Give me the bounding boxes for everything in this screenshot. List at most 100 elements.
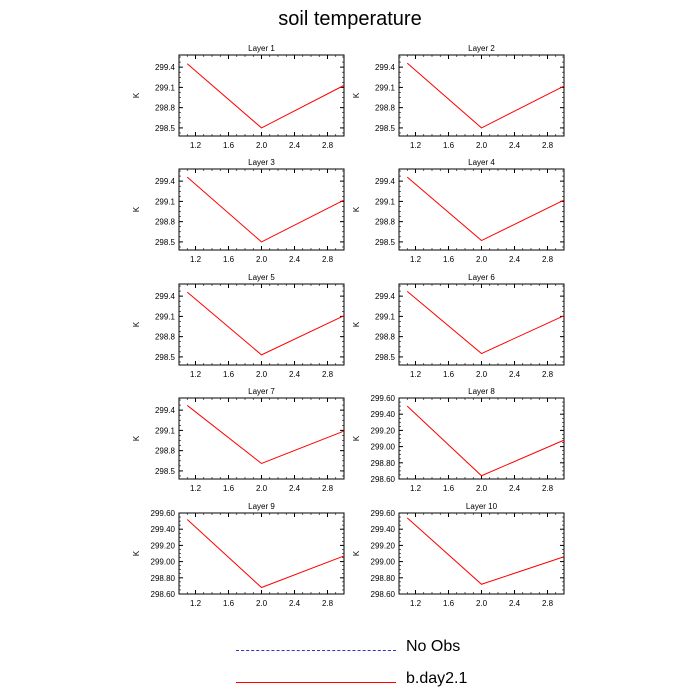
panel-10-ytick-label-5: 299.60	[371, 509, 396, 518]
panel-3-xtick-label-0: 1.2	[190, 255, 202, 264]
panel-3-xtick-label-3: 2.4	[289, 255, 301, 264]
panel-5-ytick-label-1: 298.8	[155, 333, 176, 342]
panel-8-frame	[398, 397, 565, 480]
panel-3-xtick-label-1: 1.6	[223, 255, 235, 264]
panel-5-series-line-0	[186, 291, 345, 356]
panel-1-ytick-label-1: 298.8	[155, 104, 176, 113]
panel-3-title: Layer 3	[248, 158, 275, 167]
panel-2-xtick-label-2: 2.0	[476, 141, 488, 150]
panel-9-title: Layer 9	[248, 502, 275, 511]
panel-7-ytick-label-3: 299.4	[155, 406, 176, 415]
panel-2-title: Layer 2	[468, 44, 495, 53]
panel-7-xtick-label-0: 1.2	[190, 484, 202, 493]
panel-10-ytick-label-2: 299.00	[371, 558, 396, 567]
panel-6-title: Layer 6	[468, 273, 495, 282]
panel-7-ytick-label-0: 298.5	[155, 467, 176, 476]
panel-1-xtick-label-1: 1.6	[223, 141, 235, 150]
panel-9-ytick-label-3: 299.20	[151, 541, 176, 550]
panel-4-title: Layer 4	[468, 158, 495, 167]
panel-3-ytick-label-1: 298.8	[155, 218, 176, 227]
panel-5-ytick-label-2: 299.1	[155, 312, 176, 321]
panel-3-series-line-0	[186, 176, 345, 243]
panel-10-ytick-label-0: 298.60	[371, 590, 396, 599]
panel-10-xtick-label-0: 1.2	[410, 599, 422, 608]
panel-2-ytick-label-0: 298.5	[375, 124, 396, 133]
panel-2-ytick-label-1: 298.8	[375, 104, 396, 113]
panel-3-ytick-label-3: 299.4	[155, 177, 176, 186]
panel-10-ylabel: K	[352, 550, 361, 556]
panel-5-ylabel: K	[132, 321, 141, 327]
panel-8-ytick-label-2: 299.00	[371, 443, 396, 452]
legend-swatch-solid	[236, 682, 396, 683]
panel-1-xtick-label-0: 1.2	[190, 141, 202, 150]
panel-4-frame	[398, 168, 565, 251]
panel-1-ytick-label-0: 298.5	[155, 124, 176, 133]
panel-5-xtick-label-3: 2.4	[289, 370, 301, 379]
panel-7-series-line-0	[186, 405, 345, 465]
panel-3-frame	[178, 168, 345, 251]
legend-item-no-obs: No Obs	[236, 638, 536, 662]
panel-9-ylabel: K	[132, 550, 141, 556]
panel-6-ytick-label-0: 298.5	[375, 353, 396, 362]
panel-6-ytick-label-1: 298.8	[375, 333, 396, 342]
panel-6-xtick-label-3: 2.4	[509, 370, 521, 379]
legend-swatch-dashed	[236, 650, 396, 651]
panel-4-series-line-0	[406, 176, 565, 242]
panel-6-ytick-label-2: 299.1	[375, 312, 396, 321]
panel-8-ytick-label-1: 298.80	[371, 459, 396, 468]
panel-6-xtick-label-1: 1.6	[443, 370, 455, 379]
panel-10-frame	[398, 512, 565, 595]
panel-10-ytick-label-4: 299.40	[371, 525, 396, 534]
panel-4-xtick-label-1: 1.6	[443, 255, 455, 264]
panel-1-series-line-0	[186, 63, 345, 129]
panel-2-xtick-label-3: 2.4	[509, 141, 521, 150]
panel-9-frame	[178, 512, 345, 595]
panel-1-ytick-label-2: 299.1	[155, 83, 176, 92]
panel-4-xtick-label-0: 1.2	[410, 255, 422, 264]
panel-6-xtick-label-2: 2.0	[476, 370, 488, 379]
panel-3-ytick-label-0: 298.5	[155, 238, 176, 247]
panel-4-ytick-label-0: 298.5	[375, 238, 396, 247]
panel-3-xtick-label-2: 2.0	[256, 255, 268, 264]
panel-4-ytick-label-1: 298.8	[375, 218, 396, 227]
panel-7-frame	[178, 397, 345, 480]
panel-8-xtick-label-0: 1.2	[410, 484, 422, 493]
panel-9-ytick-label-4: 299.40	[151, 525, 176, 534]
panel-9-ytick-label-1: 298.80	[151, 574, 176, 583]
panel-1-frame	[178, 54, 345, 137]
legend-item-b-day2-1: b.day2.1	[236, 670, 536, 694]
panel-8-xtick-label-3: 2.4	[509, 484, 521, 493]
panel-10-ytick-label-3: 299.20	[371, 541, 396, 550]
panel-9-xtick-label-2: 2.0	[256, 599, 268, 608]
panel-8-ytick-label-3: 299.20	[371, 426, 396, 435]
panel-10-series-line-0	[406, 517, 565, 585]
panel-7-ytick-label-2: 299.1	[155, 426, 176, 435]
panel-2-xtick-label-4: 2.8	[542, 141, 554, 150]
panel-4-ytick-label-3: 299.4	[375, 177, 396, 186]
panel-8-xtick-label-1: 1.6	[443, 484, 455, 493]
panel-7-xtick-label-1: 1.6	[223, 484, 235, 493]
panel-2-series-line-0	[406, 62, 565, 129]
panel-9-ytick-label-5: 299.60	[151, 509, 176, 518]
panel-9-ytick-label-2: 299.00	[151, 558, 176, 567]
panel-8-series-line-0	[406, 405, 565, 477]
panel-9-xtick-label-0: 1.2	[190, 599, 202, 608]
panel-1-ylabel: K	[132, 92, 141, 98]
panel-8-xtick-label-2: 2.0	[476, 484, 488, 493]
panel-6-ytick-label-3: 299.4	[375, 292, 396, 301]
panel-1-ytick-label-3: 299.4	[155, 63, 176, 72]
panel-5-xtick-label-0: 1.2	[190, 370, 202, 379]
panel-10-ytick-label-1: 298.80	[371, 574, 396, 583]
panel-3-ytick-label-2: 299.1	[155, 197, 176, 206]
panel-2-xtick-label-0: 1.2	[410, 141, 422, 150]
panel-8-ylabel: K	[352, 435, 361, 441]
panel-8-ytick-label-0: 298.60	[371, 475, 396, 484]
panel-10-xtick-label-3: 2.4	[509, 599, 521, 608]
panel-5-ytick-label-3: 299.4	[155, 292, 176, 301]
panel-5-xtick-label-4: 2.8	[322, 370, 334, 379]
legend-label-no-obs: No Obs	[406, 638, 461, 655]
panel-3-ylabel: K	[132, 206, 141, 212]
panel-5-xtick-label-2: 2.0	[256, 370, 268, 379]
panel-4-xtick-label-4: 2.8	[542, 255, 554, 264]
panel-2-xtick-label-1: 1.6	[443, 141, 455, 150]
